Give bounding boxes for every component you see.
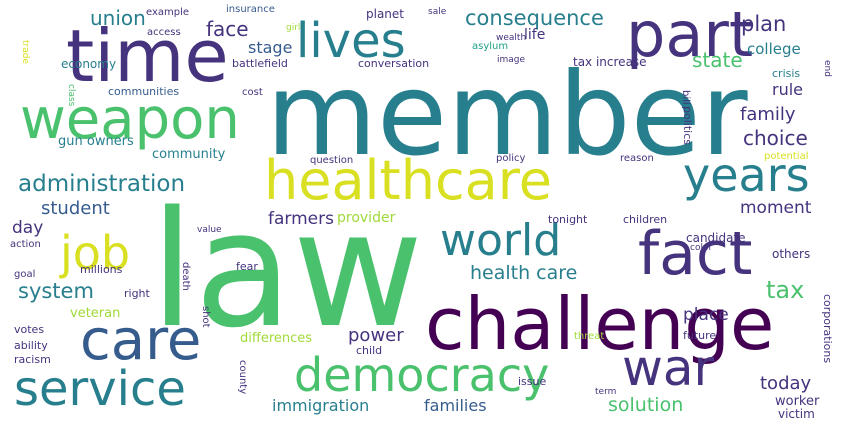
word-today: today	[760, 373, 812, 394]
word-right: right	[124, 287, 150, 300]
word-gun-owners: gun owners	[58, 134, 134, 149]
word-color: color	[690, 243, 713, 253]
word-consequence: consequence	[465, 6, 604, 30]
word-question: question	[310, 155, 354, 166]
word-votes: votes	[14, 323, 45, 336]
word-families: families	[424, 396, 487, 415]
word-fear: fear	[236, 260, 258, 273]
word-tonight: tonight	[548, 213, 588, 226]
word-millions: millions	[80, 263, 123, 276]
word-tax: tax	[766, 276, 805, 304]
word-communities: communities	[108, 85, 180, 98]
word-children: children	[623, 213, 668, 226]
word-world: world	[440, 215, 562, 266]
word-tax-increase: tax increase	[573, 55, 647, 69]
word-place: place	[683, 305, 729, 325]
word-stage: stage	[248, 38, 293, 57]
word-lives: lives	[296, 13, 406, 69]
word-cost: cost	[242, 87, 263, 98]
word-asylum: asylum	[472, 41, 509, 52]
word-economy: economy	[61, 57, 117, 71]
word-day: day	[12, 218, 44, 238]
word-health-care: health care	[470, 262, 578, 284]
word-candidate: candidate	[686, 231, 746, 245]
word-member: member	[266, 48, 748, 181]
word-crisis: crisis	[772, 67, 801, 80]
word-worker: worker	[775, 394, 820, 409]
word-battlefield: battlefield	[232, 57, 288, 70]
word-democracy: democracy	[294, 348, 550, 402]
word-sale: sale	[428, 7, 447, 17]
word-end: end	[822, 60, 832, 77]
word-farmers: farmers	[268, 209, 334, 229]
word-union: union	[90, 6, 146, 30]
word-student: student	[41, 198, 110, 219]
word-provider: provider	[337, 210, 396, 226]
word-term: term	[595, 387, 617, 397]
word-years: years	[683, 148, 810, 202]
word-administration: administration	[18, 171, 186, 197]
word-wealth: wealth	[496, 33, 527, 43]
word-veteran: veteran	[70, 306, 121, 321]
word-insurance: insurance	[226, 4, 275, 15]
word-face: face	[206, 17, 249, 41]
word-law: law	[150, 176, 424, 363]
word-access: access	[147, 27, 181, 38]
word-corporations[interactable]: corporations	[821, 294, 834, 364]
word-threat: threat	[574, 331, 605, 342]
word-conversation: conversation	[358, 57, 430, 70]
word-challenge: challenge	[425, 282, 775, 366]
word-immigration: immigration	[272, 396, 370, 415]
word-planet: planet	[366, 7, 404, 21]
word-job: job	[60, 226, 131, 280]
word-trade: trade	[20, 40, 30, 64]
word-county: county	[237, 360, 248, 395]
word-solution: solution	[608, 394, 684, 416]
word-bill: bill	[680, 90, 691, 105]
word-plan: plan	[741, 12, 787, 36]
word-death: death	[180, 262, 191, 291]
word-class: class	[66, 84, 76, 107]
word-service: service	[14, 361, 186, 417]
word-power: power	[348, 325, 404, 346]
word-choice: choice	[743, 126, 808, 150]
word-war: war	[622, 339, 715, 397]
word-community: community	[152, 147, 226, 162]
word-shot: shot	[200, 306, 211, 328]
word-ability: ability	[14, 339, 48, 352]
word-rule: rule	[772, 80, 804, 99]
word-healthcare: healthcare	[264, 149, 552, 212]
word-example: example	[146, 7, 190, 18]
word-image: image	[497, 55, 526, 65]
word-care: care	[80, 308, 202, 373]
word-politics: politics	[681, 106, 694, 145]
word-issue: issue	[518, 375, 547, 388]
word-moment: moment	[740, 198, 812, 218]
word-life: life	[524, 27, 546, 43]
word-girl: girl	[286, 23, 301, 33]
word-reason: reason	[620, 153, 654, 164]
word-child: child	[356, 344, 383, 357]
word-college: college	[747, 40, 801, 58]
word-differences: differences	[240, 331, 313, 346]
word-fact: fact	[638, 219, 753, 289]
word-goal: goal	[14, 269, 36, 280]
word-racism: racism	[14, 353, 51, 366]
word-weapon: weapon	[20, 87, 240, 152]
word-future: future	[683, 329, 717, 342]
word-system: system	[18, 279, 94, 303]
word-value: value	[197, 225, 222, 235]
word-policy: policy	[496, 153, 526, 164]
word-others: others	[772, 247, 811, 261]
word-part: part	[626, 0, 754, 71]
word-time: time	[66, 14, 229, 98]
word-potential: potential	[764, 151, 809, 162]
word-state: state	[692, 48, 743, 72]
word-action: action	[10, 239, 41, 250]
word-victim: victim	[778, 407, 815, 421]
word-family: family	[740, 104, 796, 125]
